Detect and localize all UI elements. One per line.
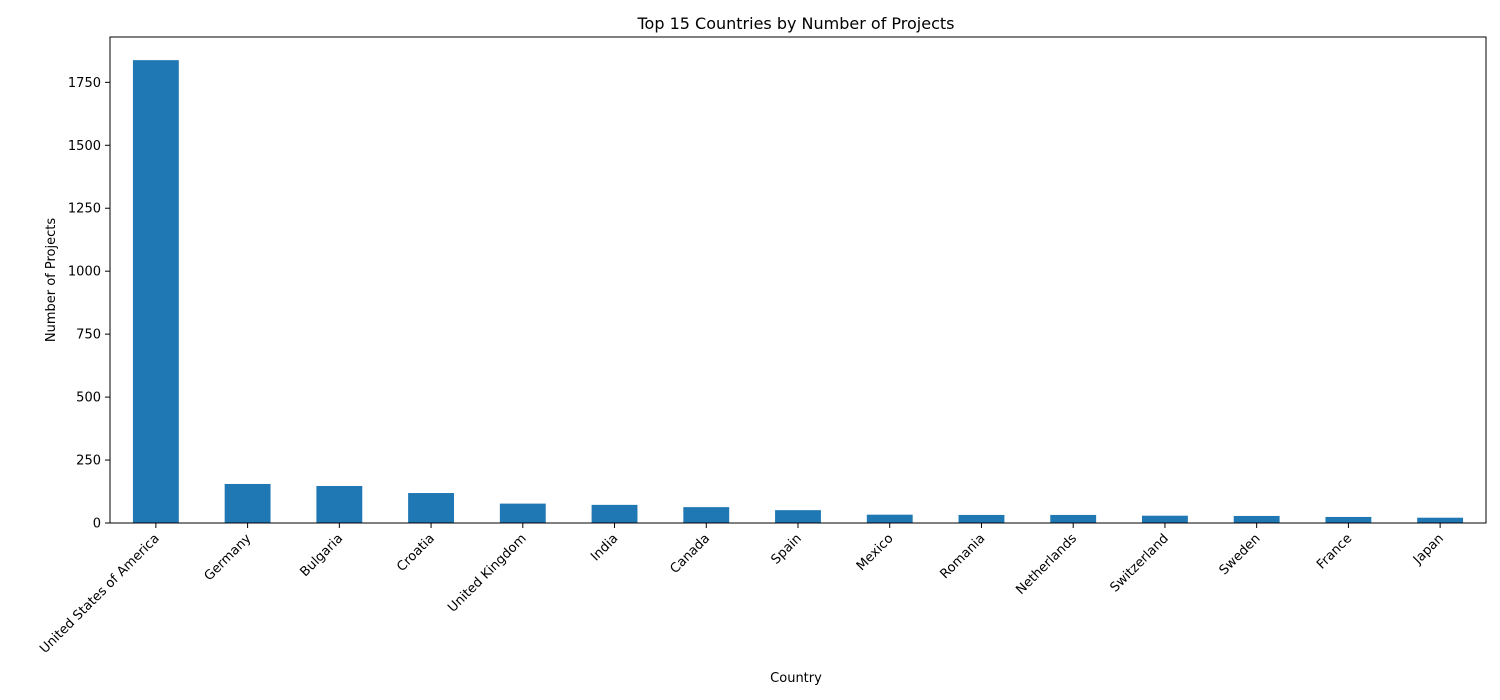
y-tick-label: 1500: [68, 139, 101, 154]
bar-croatia: [408, 493, 454, 523]
x-tick-label: Bulgaria: [297, 531, 346, 580]
bar-japan: [1417, 517, 1464, 523]
bar-spain: [775, 510, 821, 523]
x-tick-label: United Kingdom: [445, 531, 529, 615]
bar-romania: [958, 514, 1005, 523]
bar-france: [1325, 516, 1372, 523]
bar-united-kingdom: [499, 503, 546, 523]
y-tick-label: 1250: [68, 202, 101, 217]
x-axis-ticks: United States of America Germany Bulgaria C…: [37, 523, 1447, 657]
x-tick-label: Netherlands: [1013, 531, 1080, 598]
y-axis-ticks: 0 250 500 750 1000 1250 1500 1750: [68, 76, 110, 532]
x-tick-label: United States of America: [37, 531, 162, 656]
plot-frame: [109, 36, 1487, 524]
y-tick-label: 500: [76, 391, 101, 406]
x-tick-label: Romania: [937, 531, 988, 582]
y-tick-label: 1000: [68, 265, 101, 280]
x-tick-label: Mexico: [854, 531, 897, 574]
x-tick-label: Spain: [769, 531, 805, 567]
x-tick-label: France: [1314, 531, 1355, 572]
bar-sweden: [1233, 515, 1280, 523]
y-tick-label: 250: [76, 454, 101, 469]
y-axis-label: Number of Projects: [44, 218, 59, 342]
y-tick-label: 1750: [68, 76, 101, 91]
chart-title: Top 15 Countries by Number of Projects: [637, 14, 955, 33]
x-axis-label: Country: [770, 671, 822, 686]
x-tick-label: Sweden: [1217, 531, 1264, 578]
x-tick-label: Canada: [668, 531, 714, 577]
bar-bulgaria: [316, 485, 363, 523]
bar-india: [591, 504, 638, 523]
x-tick-label: India: [588, 531, 621, 564]
bar-mexico: [866, 514, 913, 523]
x-tick-label: Germany: [202, 531, 255, 584]
bar-canada: [683, 507, 730, 523]
bar-switzerland: [1142, 515, 1188, 523]
x-tick-label: Japan: [1410, 531, 1447, 568]
bar-united-states-of-america: [132, 60, 179, 523]
bar-germany: [224, 483, 271, 523]
bar-netherlands: [1050, 514, 1097, 523]
x-tick-label: Croatia: [394, 531, 438, 575]
y-tick-label: 0: [93, 517, 101, 532]
x-tick-label: Switzerland: [1108, 531, 1172, 595]
y-tick-label: 750: [76, 328, 101, 343]
bars-group: [132, 60, 1464, 523]
